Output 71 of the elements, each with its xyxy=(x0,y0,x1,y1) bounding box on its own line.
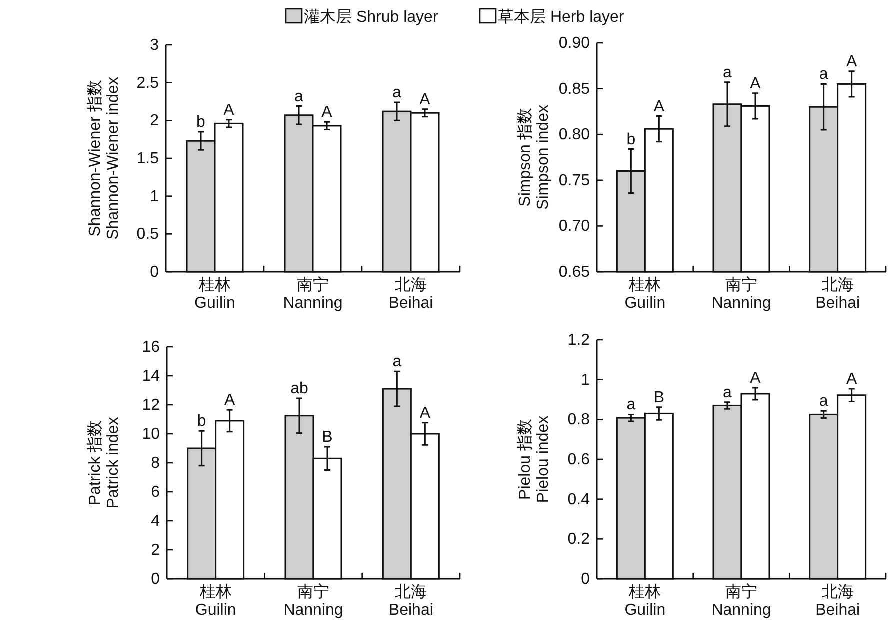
data-label: a xyxy=(723,384,732,402)
y-tick-label: 0.70 xyxy=(558,218,590,236)
y-tick-label: 2 xyxy=(150,112,160,130)
y-tick-label: 0 xyxy=(150,264,160,281)
y-axis-title: Simpson 指数 Simpson index xyxy=(516,105,552,210)
y-tick-label: 0.65 xyxy=(558,264,590,281)
y-tick-label: 0.90 xyxy=(558,35,590,52)
y-tick-label: 0 xyxy=(151,571,160,588)
legend-label: 灌木层 Shrub layer xyxy=(304,8,439,26)
y-tick-label: 0.2 xyxy=(568,531,590,548)
x-tick-label: 北海 Beihai xyxy=(388,583,434,619)
y-tick-label: 0.80 xyxy=(558,126,590,144)
y-axis-title: Shannon-Wiener 指数 Shannon-Wiener index xyxy=(86,77,122,240)
y-tick-label: 1.2 xyxy=(568,332,590,349)
y-tick-label: 10 xyxy=(142,426,160,443)
data-label: ab xyxy=(290,380,308,398)
data-label: A xyxy=(420,404,431,422)
data-label: A xyxy=(846,53,858,70)
y-tick-label: 4 xyxy=(151,513,160,530)
data-label: a xyxy=(723,64,732,82)
data-label: A xyxy=(750,75,762,92)
y-tick-label: 3 xyxy=(150,37,160,54)
y-axis-title: Patrick 指数 Patrick index xyxy=(86,417,122,509)
y-tick-label: 0 xyxy=(581,571,590,588)
data-label: b xyxy=(626,131,636,148)
x-tick-label: 北海 Beihai xyxy=(388,276,434,312)
x-tick-label: 桂林 Guilin xyxy=(194,276,236,312)
x-tick-label: 北海 Beihai xyxy=(816,276,860,312)
y-tick-label: 14 xyxy=(142,368,160,385)
x-tick-label: 桂林 Guilin xyxy=(624,583,666,619)
data-label: A xyxy=(322,104,333,122)
data-label: a xyxy=(294,88,304,106)
data-label: a xyxy=(819,393,828,410)
y-tick-label: 0.6 xyxy=(568,452,590,468)
y-tick-label: 1 xyxy=(581,372,590,389)
x-tick-label: 南宁 Nanning xyxy=(283,276,343,312)
y-tick-label: 6 xyxy=(151,484,160,501)
x-tick-label: 南宁 Nanning xyxy=(712,583,772,619)
data-label: a xyxy=(626,396,636,414)
data-label: A xyxy=(654,98,665,116)
data-label: b xyxy=(197,413,206,430)
y-tick-label: 1.5 xyxy=(136,150,160,168)
data-label: A xyxy=(224,392,236,410)
y-tick-label: 0.5 xyxy=(136,226,160,244)
y-tick-label: 2 xyxy=(151,542,160,559)
data-label: A xyxy=(224,102,235,119)
y-tick-label: 1 xyxy=(150,188,160,206)
y-axis-title: Pielou 指数 Pielou index xyxy=(516,416,552,504)
y-tick-label: 16 xyxy=(142,339,160,356)
y-tick-label: 2.5 xyxy=(136,74,160,92)
data-label: A xyxy=(846,370,858,388)
data-label: a xyxy=(392,354,402,371)
y-tick-label: 0.85 xyxy=(558,80,590,98)
data-label: A xyxy=(420,91,431,108)
x-tick-label: 北海 Beihai xyxy=(816,583,860,619)
y-tick-label: 0.4 xyxy=(568,491,590,508)
y-tick-label: 8 xyxy=(151,455,160,472)
x-tick-label: 桂林 Guilin xyxy=(624,276,666,312)
y-tick-label: 0.8 xyxy=(568,412,590,429)
data-label: B xyxy=(654,389,665,406)
data-label: b xyxy=(196,114,206,132)
x-tick-label: 桂林 Guilin xyxy=(195,583,236,619)
legend-label: 草本层 Herb layer xyxy=(498,8,625,26)
y-tick-label: 12 xyxy=(142,397,160,414)
data-label: A xyxy=(750,370,762,387)
data-label: B xyxy=(322,429,333,446)
x-tick-label: 南宁 Nanning xyxy=(712,276,772,312)
data-label: a xyxy=(819,66,828,84)
x-tick-label: 南宁 Nanning xyxy=(284,583,344,619)
data-label: a xyxy=(392,84,402,102)
y-tick-label: 0.75 xyxy=(558,172,590,190)
